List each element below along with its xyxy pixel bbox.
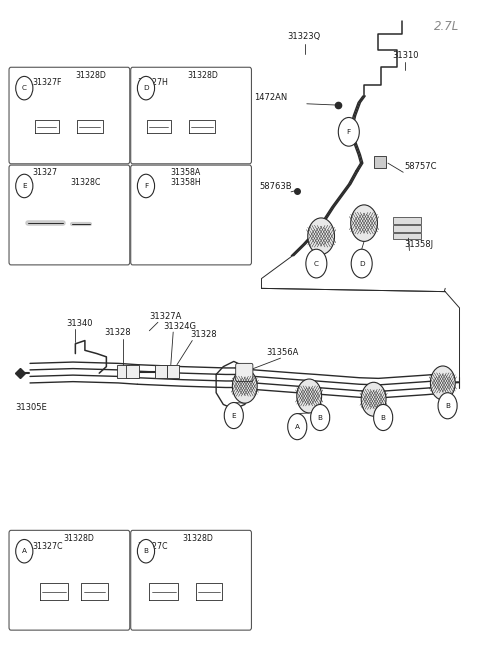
FancyBboxPatch shape xyxy=(236,364,253,382)
Text: 31328D: 31328D xyxy=(75,71,106,80)
Circle shape xyxy=(16,540,33,563)
Circle shape xyxy=(288,413,307,440)
Circle shape xyxy=(137,77,155,100)
Text: 31305E: 31305E xyxy=(16,403,48,412)
Circle shape xyxy=(137,540,155,563)
Text: 1472AN: 1472AN xyxy=(254,94,288,102)
FancyBboxPatch shape xyxy=(9,531,130,630)
Text: 31340: 31340 xyxy=(66,318,92,328)
Text: 31327F: 31327F xyxy=(33,79,62,88)
Text: F: F xyxy=(347,129,351,135)
Text: 31356A: 31356A xyxy=(266,348,299,357)
Text: 31327A: 31327A xyxy=(149,312,182,321)
Text: D: D xyxy=(143,85,149,91)
Bar xyxy=(167,365,180,379)
Text: 31327: 31327 xyxy=(33,168,58,178)
Circle shape xyxy=(16,77,33,100)
FancyBboxPatch shape xyxy=(9,67,130,164)
Text: E: E xyxy=(231,413,236,419)
Text: E: E xyxy=(22,183,26,189)
Text: 31327C: 31327C xyxy=(137,542,168,552)
Text: 2.7L: 2.7L xyxy=(434,20,459,33)
Text: B: B xyxy=(381,415,385,421)
Text: 31328C: 31328C xyxy=(71,178,101,187)
Text: 31358A: 31358A xyxy=(171,168,201,178)
Circle shape xyxy=(308,218,335,254)
Bar xyxy=(393,217,421,224)
Text: D: D xyxy=(359,261,364,267)
Text: 31328D: 31328D xyxy=(183,534,214,543)
Text: B: B xyxy=(144,548,148,554)
Text: 58757C: 58757C xyxy=(405,162,437,171)
Text: 31327H: 31327H xyxy=(137,79,168,88)
Text: 31328: 31328 xyxy=(104,328,131,337)
FancyBboxPatch shape xyxy=(9,165,130,265)
Text: C: C xyxy=(22,85,27,91)
Bar xyxy=(117,365,129,379)
FancyBboxPatch shape xyxy=(131,531,252,630)
FancyBboxPatch shape xyxy=(131,67,252,164)
Bar xyxy=(393,233,421,240)
FancyBboxPatch shape xyxy=(169,206,215,246)
Circle shape xyxy=(16,174,33,198)
Text: 31324G: 31324G xyxy=(164,322,197,331)
Text: C: C xyxy=(314,261,319,267)
Text: B: B xyxy=(318,415,323,421)
Circle shape xyxy=(311,404,330,430)
Text: 58763B: 58763B xyxy=(259,181,292,191)
Text: A: A xyxy=(295,424,300,430)
Bar xyxy=(155,365,168,379)
Circle shape xyxy=(306,250,327,278)
Bar xyxy=(126,365,139,379)
Text: 31323Q: 31323Q xyxy=(288,31,321,41)
Text: 31358J: 31358J xyxy=(405,240,434,250)
Text: 31358H: 31358H xyxy=(171,178,202,187)
Text: 31328D: 31328D xyxy=(188,71,218,80)
Circle shape xyxy=(373,404,393,430)
Text: 31328D: 31328D xyxy=(63,534,94,543)
Circle shape xyxy=(224,403,243,428)
Circle shape xyxy=(297,379,322,413)
Circle shape xyxy=(431,366,455,400)
Circle shape xyxy=(351,205,377,242)
Text: 31328: 31328 xyxy=(190,330,216,339)
Bar xyxy=(393,225,421,232)
Circle shape xyxy=(338,117,360,146)
Circle shape xyxy=(438,393,457,419)
Circle shape xyxy=(361,383,386,416)
Circle shape xyxy=(137,174,155,198)
Circle shape xyxy=(232,369,257,403)
Text: 31310: 31310 xyxy=(393,51,419,60)
Text: F: F xyxy=(144,183,148,189)
Text: B: B xyxy=(445,403,450,409)
Text: 31327C: 31327C xyxy=(33,542,63,552)
Text: A: A xyxy=(22,548,27,554)
FancyBboxPatch shape xyxy=(373,156,385,168)
FancyBboxPatch shape xyxy=(131,165,252,265)
Circle shape xyxy=(351,250,372,278)
